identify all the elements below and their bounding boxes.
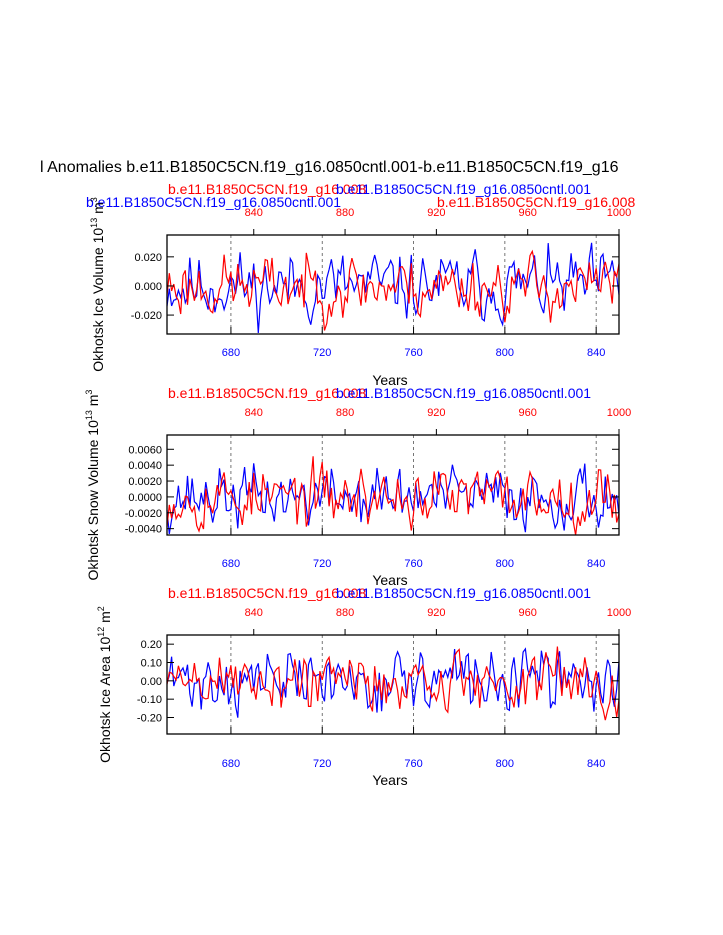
y-tick-label: 0.0040 <box>128 460 162 472</box>
series-line-cntl <box>166 647 620 718</box>
y-tick-label: -0.020 <box>131 310 162 322</box>
x-tick-label-bottom: 680 <box>222 347 240 359</box>
x-tick-label-top: 880 <box>336 407 354 419</box>
y-axis-label: Okhotsk Ice Volume 1013 m3 <box>89 197 106 372</box>
x-tick-label-top: 880 <box>336 607 354 619</box>
plot-frame <box>166 434 620 536</box>
series-title-blue: b.e11.B1850C5CN.f19_g16.0850cntl.001 <box>336 385 591 401</box>
series-line-exp <box>166 456 620 536</box>
x-tick-label-top: 920 <box>427 407 445 419</box>
x-tick-label-top: 840 <box>245 407 263 419</box>
x-axis-label: Years <box>372 372 407 388</box>
x-tick-label-top: 1000 <box>607 607 631 619</box>
series-line-exp <box>166 646 620 721</box>
x-tick-label-top: 960 <box>519 607 537 619</box>
panels: -0.020 0.000 0.020 680 720 760 800 840 840 880 920… <box>84 181 635 788</box>
x-tick-label-bottom: 680 <box>222 758 240 770</box>
x-tick-label-bottom: 760 <box>404 558 422 570</box>
x-tick-label-top: 1000 <box>607 407 631 419</box>
x-tick-label-top: 1000 <box>607 207 631 219</box>
y-tick-label: -0.0040 <box>125 524 162 536</box>
x-tick-label-bottom: 840 <box>587 758 605 770</box>
series-title-left: b.e11.B1850C5CN.f19_g16.0850cntl.001 <box>86 194 341 210</box>
x-tick-label-bottom: 720 <box>313 558 331 570</box>
x-tick-label-bottom: 760 <box>404 347 422 359</box>
x-tick-label-top: 960 <box>519 207 537 219</box>
x-tick-label-bottom: 840 <box>587 347 605 359</box>
chart-panel-3: -0.20 -0.10 0.00 0.10 0.20 680 720 760 800 840 840… <box>96 585 631 788</box>
x-tick-label-bottom: 680 <box>222 558 240 570</box>
x-tick-label-bottom: 840 <box>587 558 605 570</box>
x-tick-label-bottom: 800 <box>496 558 514 570</box>
series-title-red: b.e11.B1850C5CN.f19_g16.008 <box>168 385 366 401</box>
x-tick-label-top: 840 <box>245 607 263 619</box>
series-title-red-b: b.e11.B1850C5CN.f19_g16.008 <box>437 194 635 210</box>
series-title-red: b.e11.B1850C5CN.f19_g16.008 <box>168 585 366 601</box>
chart-panel-2: -0.0040 -0.0020 0.0000 0.0020 0.0040 0.0060 68… <box>84 385 631 588</box>
y-tick-label: 0.20 <box>141 639 162 651</box>
x-tick-label-bottom: 720 <box>313 347 331 359</box>
x-tick-label-top: 920 <box>427 207 445 219</box>
figure-title: l Anomalies b.e11.B1850C5CN.f19_g16.0850… <box>40 159 619 176</box>
x-tick-label-bottom: 800 <box>496 758 514 770</box>
plot-frame <box>166 634 620 735</box>
x-tick-label-bottom: 760 <box>404 758 422 770</box>
plot-frame <box>166 234 620 335</box>
series-title-blue: b.e11.B1850C5CN.f19_g16.0850cntl.001 <box>336 181 591 197</box>
y-tick-label: 0.020 <box>134 252 162 264</box>
series-title-red: b.e11.B1850C5CN.f19_g16.008 <box>168 181 366 197</box>
y-tick-label: -0.0020 <box>125 508 162 520</box>
y-tick-label: 0.10 <box>141 658 162 670</box>
x-tick-label-top: 920 <box>427 607 445 619</box>
x-tick-label-bottom: 720 <box>313 758 331 770</box>
x-tick-label-top: 880 <box>336 207 354 219</box>
x-axis-label: Years <box>372 772 407 788</box>
y-axis-label: Okhotsk Snow Volume 1013 m3 <box>84 390 101 581</box>
x-axis-label: Years <box>372 572 407 588</box>
y-axis-label: Okhotsk Ice Area 1012 m2 <box>96 606 113 763</box>
x-tick-label-top: 960 <box>519 407 537 419</box>
y-tick-label: 0.00 <box>141 676 162 688</box>
chart-panel-1: -0.020 0.000 0.020 680 720 760 800 840 840 880 920… <box>86 181 635 388</box>
x-tick-label-top: 840 <box>245 207 263 219</box>
y-tick-label: 0.0000 <box>128 492 162 504</box>
y-tick-label: 0.0020 <box>128 476 162 488</box>
x-tick-label-bottom: 800 <box>496 347 514 359</box>
y-tick-label: -0.20 <box>137 713 162 725</box>
series-title-blue: b.e11.B1850C5CN.f19_g16.0850cntl.001 <box>336 585 591 601</box>
y-tick-label: 0.000 <box>134 281 162 293</box>
y-tick-label: 0.0060 <box>128 444 162 456</box>
y-tick-label: -0.10 <box>137 694 162 706</box>
series-line-cntl <box>166 463 620 534</box>
series-line-exp <box>166 249 620 331</box>
